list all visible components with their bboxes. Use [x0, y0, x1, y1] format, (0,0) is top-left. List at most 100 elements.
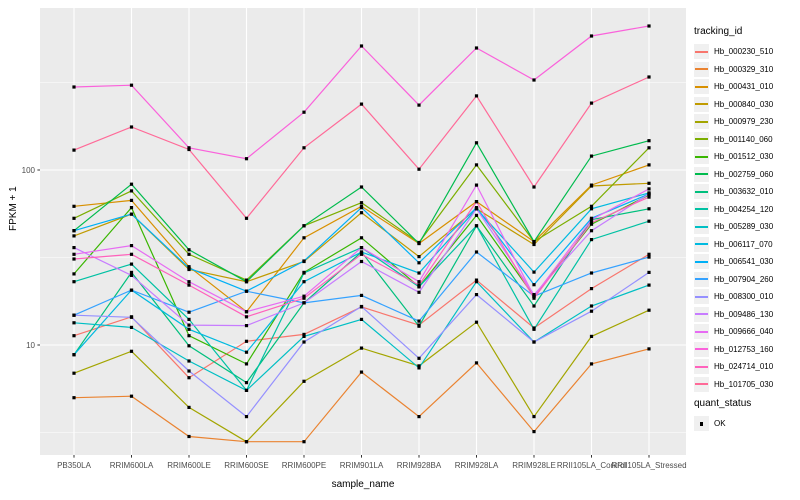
data-point — [72, 252, 76, 256]
data-point — [187, 434, 191, 439]
data-point — [589, 287, 594, 291]
data-point — [359, 185, 364, 189]
legend-key-line-icon — [695, 260, 708, 263]
y-tick-label: 10 — [26, 341, 35, 350]
legend-entries: Hb_000230_510 Hb_000329_310 Hb_000431_010 H… — [694, 43, 800, 393]
data-point — [417, 280, 421, 284]
legend-item-label: Hb_005289_030 — [714, 222, 774, 232]
data-point — [302, 110, 306, 114]
legend-key — [694, 376, 709, 392]
data-point — [589, 204, 594, 208]
legend-item-label: Hb_006541_030 — [714, 257, 774, 267]
data-point — [72, 334, 76, 338]
x-tick-label: RRIM600PE — [282, 461, 326, 470]
legend-key — [694, 254, 709, 270]
data-point — [532, 270, 536, 274]
legend-item-label: Hb_024714_010 — [714, 362, 774, 372]
data-point — [647, 255, 651, 259]
data-point — [474, 46, 479, 50]
x-tick-label: PB350LA — [57, 461, 91, 470]
data-point — [72, 353, 76, 357]
data-point — [647, 181, 651, 185]
data-point — [129, 182, 134, 186]
legend-key — [694, 96, 709, 112]
legend-title: tracking_id — [694, 26, 743, 37]
data-point — [187, 327, 191, 331]
data-point — [474, 213, 479, 217]
data-point — [532, 294, 536, 298]
data-point — [359, 304, 364, 309]
data-point — [647, 283, 651, 287]
legend-item: Hb_000230_510 — [694, 43, 800, 61]
plot-panel — [40, 8, 686, 455]
data-point — [647, 347, 651, 351]
data-point — [302, 280, 306, 284]
legend-item-label: Hb_009666_040 — [714, 327, 774, 337]
x-tick-label: RRIM600LE — [167, 461, 211, 470]
legend-key — [694, 114, 709, 130]
data-point — [647, 139, 651, 143]
legend-item-label: Hb_008300_010 — [714, 292, 774, 302]
legend-key-line-icon — [695, 85, 708, 88]
ok-key — [694, 416, 709, 432]
data-point — [302, 236, 306, 240]
data-point — [474, 320, 479, 324]
legend-key-line-icon — [695, 103, 708, 106]
data-point — [244, 310, 249, 314]
data-point — [474, 183, 479, 187]
data-point — [647, 146, 651, 150]
data-point — [474, 200, 479, 204]
legend-item: Hb_008300_010 — [694, 288, 800, 306]
data-point — [417, 103, 421, 107]
legend-item: Hb_006117_070 — [694, 236, 800, 254]
data-point — [187, 283, 191, 287]
data-point — [302, 271, 306, 275]
data-point — [244, 388, 249, 392]
data-point — [244, 381, 249, 385]
legend-item-label: Hb_004254_120 — [714, 204, 774, 214]
legend-key — [694, 306, 709, 322]
legend-key-line-icon — [695, 138, 708, 141]
data-point — [129, 288, 134, 292]
legend-key-line-icon — [695, 243, 708, 246]
data-point — [532, 240, 536, 244]
legend-key — [694, 166, 709, 182]
data-point — [532, 430, 536, 434]
data-point — [359, 246, 364, 250]
legend-key — [694, 359, 709, 375]
data-point — [72, 85, 76, 89]
data-point — [474, 141, 479, 145]
legend-key-line-icon — [695, 225, 708, 228]
legend-item: Hb_002759_060 — [694, 166, 800, 184]
data-point — [589, 34, 594, 38]
legend-item: Hb_000979_230 — [694, 113, 800, 131]
data-point — [474, 224, 479, 228]
legend-item: Hb_009486_130 — [694, 306, 800, 324]
data-point — [589, 304, 594, 308]
data-point — [647, 163, 651, 167]
legend2-item-label: OK — [714, 419, 726, 429]
data-point — [129, 394, 134, 398]
legend-item-label: Hb_006117_070 — [714, 239, 773, 249]
legend-item-label: Hb_000431_010 — [714, 82, 774, 92]
data-point — [129, 273, 134, 277]
legend-key — [694, 289, 709, 305]
data-point — [187, 323, 191, 327]
data-point — [244, 324, 249, 328]
data-point — [129, 262, 134, 266]
data-point — [647, 187, 651, 191]
legend-key — [694, 184, 709, 200]
legend-item-label: Hb_002759_060 — [714, 169, 774, 179]
data-point — [244, 415, 249, 419]
data-point — [129, 125, 134, 129]
legend-key-line-icon — [695, 348, 708, 351]
data-point — [302, 440, 306, 444]
data-point — [302, 379, 306, 383]
data-point — [532, 242, 536, 247]
data-point — [302, 296, 306, 300]
legend-item-label: Hb_101705_030 — [714, 379, 774, 389]
legend-item-label: Hb_001512_030 — [714, 152, 774, 162]
data-point — [589, 334, 594, 338]
